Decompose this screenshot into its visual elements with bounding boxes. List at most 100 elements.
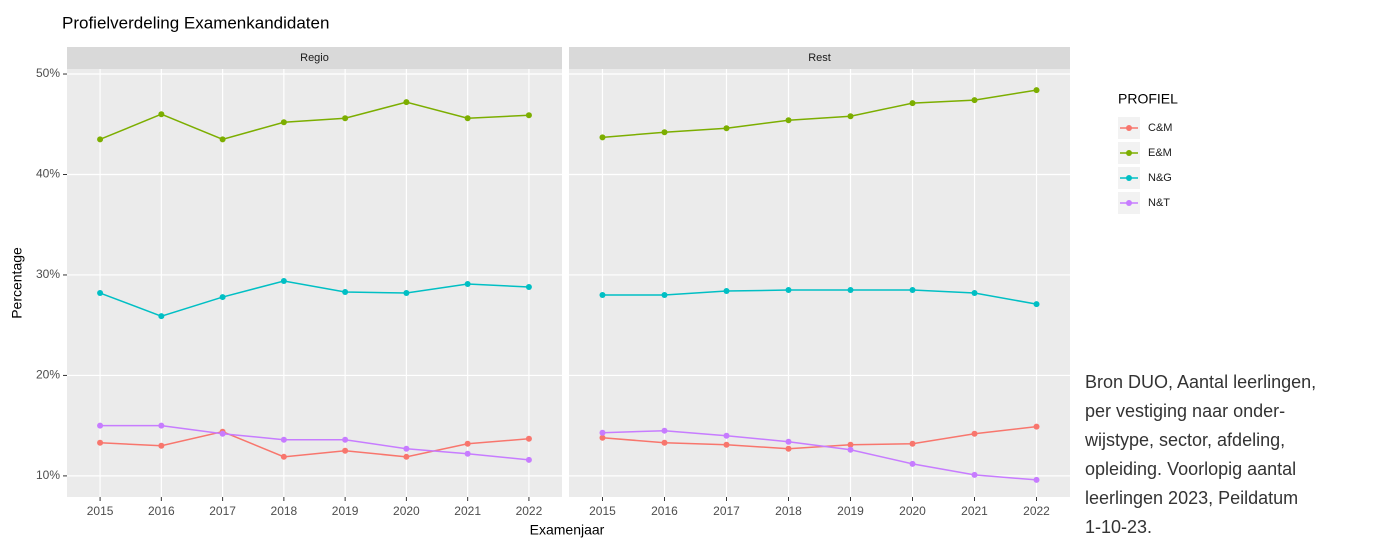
data-point [403, 453, 410, 460]
data-point [909, 100, 916, 107]
facet-title: Rest [808, 52, 831, 64]
data-point [342, 115, 349, 122]
source-note: wijstype, sector, afdeling, [1084, 430, 1285, 450]
x-tick-label: 2019 [837, 504, 864, 518]
y-tick-label: 40% [36, 167, 60, 181]
data-point [971, 430, 978, 437]
data-point [723, 288, 730, 295]
legend-label: C&M [1148, 122, 1172, 134]
data-point [158, 111, 165, 118]
facet-strip [67, 47, 562, 69]
data-point [464, 281, 471, 288]
data-point [342, 436, 349, 443]
data-point [599, 134, 606, 141]
data-point [158, 313, 165, 320]
data-point [219, 136, 226, 143]
legend-dot [1126, 150, 1132, 156]
source-note: leerlingen 2023, Peildatum [1085, 488, 1298, 508]
series-line [602, 89, 1037, 139]
legend-label: N&T [1148, 197, 1170, 209]
data-point [219, 294, 226, 301]
data-point [599, 292, 606, 299]
data-point [785, 445, 792, 452]
source-note: opleiding. Voorlopig aantal [1085, 459, 1296, 479]
data-point [785, 438, 792, 445]
data-point [785, 117, 792, 124]
data-point [280, 277, 287, 284]
x-tick-label: 2017 [713, 504, 740, 518]
data-point [97, 439, 104, 446]
series-line [100, 424, 529, 461]
data-point [847, 287, 854, 294]
data-point [342, 289, 349, 296]
x-tick-label: 2016 [651, 504, 678, 518]
x-tick-label: 2018 [775, 504, 802, 518]
x-tick-label: 2021 [454, 504, 481, 518]
data-point [723, 432, 730, 439]
legend-title: PROFIEL [1118, 91, 1178, 107]
x-tick-label: 2022 [516, 504, 543, 518]
data-point [403, 290, 410, 297]
source-note: 1-10-23. [1085, 517, 1152, 537]
panel-background [569, 69, 1070, 497]
series-line [99, 280, 529, 317]
data-point [1033, 87, 1040, 94]
x-tick-label: 2021 [961, 504, 988, 518]
data-point [464, 440, 471, 447]
data-point [97, 136, 104, 143]
x-tick-label: 2015 [589, 504, 616, 518]
data-point [1033, 301, 1040, 308]
data-point [158, 442, 165, 449]
data-point [280, 119, 287, 126]
chart-title: Profielverdeling Examenkandidaten [62, 13, 329, 32]
data-point [847, 113, 854, 120]
data-point [661, 292, 668, 299]
x-tick-label: 2020 [899, 504, 926, 518]
data-point [1033, 423, 1040, 430]
data-point [971, 97, 978, 104]
series-line [100, 430, 529, 458]
data-point [525, 435, 532, 442]
data-point [97, 290, 104, 297]
data-point [847, 446, 854, 453]
y-tick-label: 30% [36, 267, 60, 281]
x-tick-label: 2017 [209, 504, 236, 518]
data-point [909, 440, 916, 447]
data-point [403, 99, 410, 106]
y-tick-label: 50% [36, 66, 60, 80]
data-point [525, 456, 532, 463]
data-point [158, 422, 165, 429]
data-point [525, 284, 532, 291]
data-point [599, 429, 606, 436]
series-line [602, 429, 1037, 481]
legend-label: N&G [1148, 172, 1172, 184]
x-tick-label: 2019 [332, 504, 359, 518]
data-point [219, 430, 226, 437]
legend-dot [1126, 125, 1132, 131]
series-line [99, 101, 529, 141]
legend-dot [1126, 175, 1132, 181]
data-point [464, 450, 471, 457]
data-point [661, 439, 668, 446]
data-point [847, 441, 854, 448]
panel-background [67, 69, 562, 497]
data-point [97, 422, 104, 429]
legend-label: E&M [1148, 147, 1172, 159]
data-point [661, 129, 668, 136]
facet-strip [569, 47, 1070, 69]
data-point [403, 445, 410, 452]
data-point [280, 436, 287, 443]
x-tick-label: 2018 [271, 504, 298, 518]
data-point [464, 115, 471, 122]
source-note: Bron DUO, Aantal leerlingen, [1085, 372, 1316, 392]
data-point [909, 460, 916, 467]
x-tick-label: 2015 [87, 504, 114, 518]
data-point [971, 290, 978, 297]
series-line [602, 425, 1037, 450]
x-tick-label: 2020 [393, 504, 420, 518]
data-point [723, 125, 730, 132]
x-tick-label: 2016 [148, 504, 175, 518]
data-point [909, 287, 916, 294]
y-tick-label: 20% [36, 368, 60, 382]
